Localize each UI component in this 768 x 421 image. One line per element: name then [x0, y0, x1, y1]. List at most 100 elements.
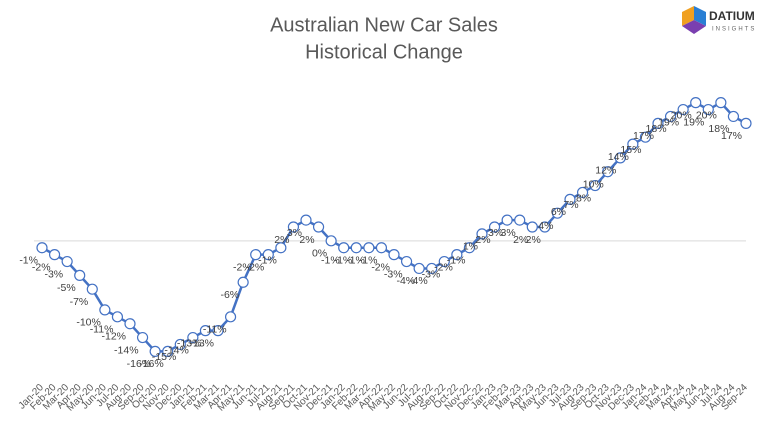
data-label: -15%	[152, 351, 177, 363]
data-label: 2%	[475, 234, 490, 246]
point	[576, 186, 589, 199]
point	[526, 221, 538, 233]
data-label: 1%	[463, 241, 478, 253]
point	[627, 138, 639, 150]
data-label: -7%	[70, 296, 89, 308]
point	[162, 345, 174, 357]
data-label: -3%	[384, 268, 403, 280]
point	[727, 110, 740, 123]
data-label: -10%	[76, 317, 101, 329]
data-label: -1%	[359, 255, 378, 267]
data-label: 10%	[583, 179, 604, 191]
chart-subtitle: Historical Change	[305, 41, 463, 63]
point	[690, 97, 702, 109]
point	[702, 103, 714, 116]
data-label: -11%	[90, 324, 114, 336]
data-label: -2%	[233, 261, 252, 273]
data-label: -14%	[164, 344, 189, 356]
logo-mark	[694, 6, 706, 26]
point	[589, 179, 601, 192]
point	[212, 325, 224, 337]
point	[375, 242, 388, 254]
point	[564, 193, 576, 205]
point	[602, 166, 614, 178]
data-label: -16%	[127, 358, 152, 370]
point	[488, 221, 501, 233]
data-label: 15%	[620, 144, 641, 156]
point	[350, 242, 362, 254]
data-label: -13%	[177, 337, 202, 349]
point	[677, 103, 689, 116]
point	[36, 242, 48, 254]
data-label: 14%	[608, 151, 629, 163]
data-label: 3%	[287, 227, 302, 239]
data-label: -5%	[57, 282, 76, 294]
point	[639, 131, 652, 143]
point	[287, 221, 300, 233]
data-label: 6%	[551, 206, 566, 218]
point	[74, 269, 86, 281]
data-label: -2%	[246, 261, 265, 273]
point	[325, 235, 337, 247]
data-label: 17%	[633, 130, 654, 142]
point	[86, 283, 98, 295]
data-label: -1%	[19, 255, 38, 267]
point	[237, 276, 249, 288]
data-label: 19%	[683, 116, 704, 128]
data-label: 8%	[576, 192, 591, 204]
logo-mark	[682, 6, 694, 26]
point	[250, 249, 262, 261]
data-label: 4%	[538, 220, 553, 232]
point	[614, 152, 626, 164]
data-label: -1%	[346, 255, 365, 267]
data-label: -4%	[409, 275, 428, 287]
data-label: -1%	[447, 255, 466, 267]
point	[539, 221, 551, 233]
chart-title: Australian New Car Sales	[270, 14, 498, 36]
data-label: -1%	[334, 255, 353, 267]
point	[48, 249, 61, 261]
data-label: -16%	[139, 358, 164, 370]
point	[99, 304, 111, 316]
data-label: -3%	[422, 268, 441, 280]
data-label: -14%	[114, 344, 139, 356]
data-label: 3%	[501, 227, 516, 239]
point	[187, 331, 199, 344]
point	[451, 249, 463, 261]
data-label: 17%	[721, 130, 742, 142]
data-label: -1%	[321, 255, 340, 267]
point	[199, 325, 212, 337]
data-label: 20%	[696, 109, 717, 121]
logo-mark	[682, 20, 706, 34]
point	[61, 255, 73, 268]
point	[438, 255, 450, 268]
data-label: -3%	[44, 268, 63, 280]
point	[224, 311, 237, 323]
point	[551, 207, 564, 219]
logo-name: DATIUM	[709, 9, 755, 23]
data-label: 18%	[708, 123, 729, 135]
data-label: 20%	[671, 109, 692, 121]
data-label: 2%	[299, 234, 314, 246]
data-label: -13%	[189, 337, 214, 349]
data-label: 2%	[526, 234, 541, 246]
point	[476, 228, 488, 240]
point	[338, 242, 350, 254]
point	[514, 214, 526, 226]
point	[363, 242, 375, 254]
data-label: -1%	[258, 255, 277, 267]
data-label: 19%	[658, 116, 679, 128]
data-label: 0%	[312, 248, 327, 260]
point	[501, 214, 513, 226]
point	[275, 242, 287, 254]
data-label: 2%	[274, 234, 289, 246]
data-label: -12%	[101, 331, 126, 343]
point	[426, 262, 438, 275]
point	[136, 331, 149, 344]
point	[740, 117, 752, 129]
point	[262, 249, 274, 261]
point	[652, 117, 664, 129]
point	[312, 221, 325, 233]
data-label: -11%	[203, 324, 227, 336]
